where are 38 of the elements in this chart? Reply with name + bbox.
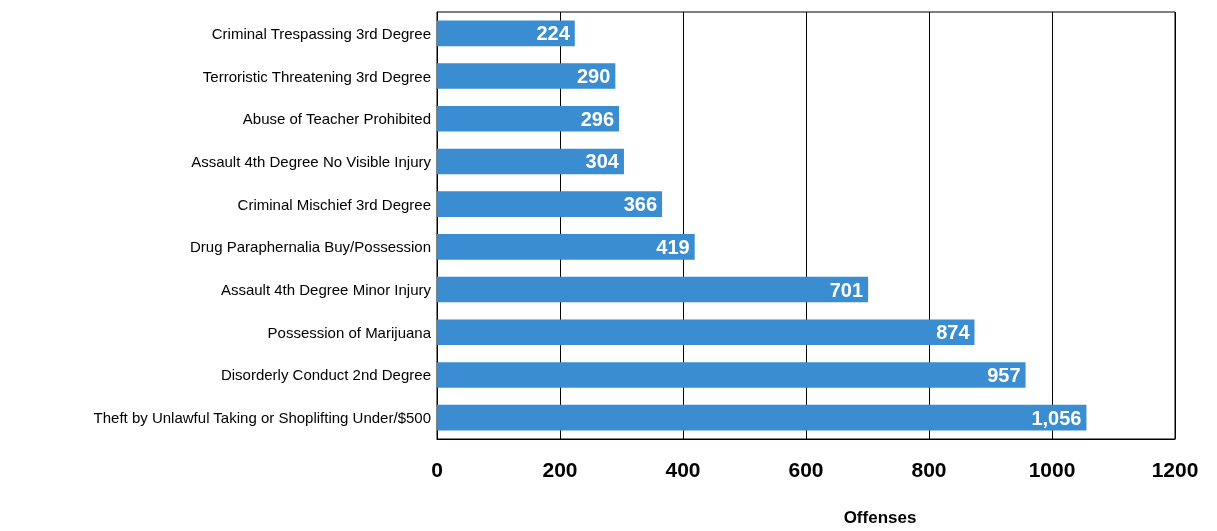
x-tick-label: 200: [542, 458, 578, 481]
bar: [437, 404, 1087, 431]
bar: [437, 20, 575, 47]
data-label: 366: [623, 193, 658, 216]
y-tick-label: Possession of Marijuana: [267, 323, 432, 341]
x-tick-label: 0: [431, 458, 443, 481]
data-label: 290: [576, 65, 611, 88]
x-tick-label: 1000: [1028, 458, 1076, 481]
x-tick-label: 400: [665, 458, 701, 481]
y-tick-label: Drug Paraphernalia Buy/Possession: [190, 238, 431, 256]
bar: [437, 191, 663, 217]
data-label: 957: [987, 363, 1021, 386]
data-label: 224: [536, 22, 571, 45]
y-tick-label: Assault 4th Degree No Visible Injury: [191, 152, 432, 170]
y-tick-label: Criminal Trespassing 3rd Degree: [211, 24, 431, 42]
data-label: 1,056: [1031, 406, 1082, 429]
y-tick-label: Theft by Unlawful Taking or Shoplifting Under/$500: [93, 409, 431, 427]
bar: [437, 276, 869, 303]
data-label: 874: [936, 321, 971, 344]
y-tick-label: Disorderly Conduct 2nd Degree: [220, 366, 431, 384]
bar: [437, 234, 695, 260]
bar: [437, 105, 620, 132]
y-tick-label: Terroristic Threatening 3rd Degree: [202, 67, 431, 85]
y-tick-label: Criminal Mischief 3rd Degree: [237, 195, 431, 213]
x-tick-label: 1200: [1151, 458, 1199, 481]
y-tick-label: Assault 4th Degree Minor Injury: [220, 281, 432, 299]
data-label: 304: [585, 150, 620, 173]
bar: [437, 63, 616, 89]
data-label: 419: [656, 235, 690, 258]
bar: [437, 362, 1026, 388]
x-axis-title: Offenses: [843, 508, 917, 527]
x-tick-label: 600: [788, 458, 824, 481]
x-tick-label: 800: [911, 458, 947, 481]
data-label: 296: [580, 107, 615, 130]
data-label: 701: [829, 278, 864, 301]
bar: [437, 148, 624, 175]
bar: [437, 319, 975, 346]
y-tick-label: Abuse of Teacher Prohibited: [242, 110, 431, 128]
